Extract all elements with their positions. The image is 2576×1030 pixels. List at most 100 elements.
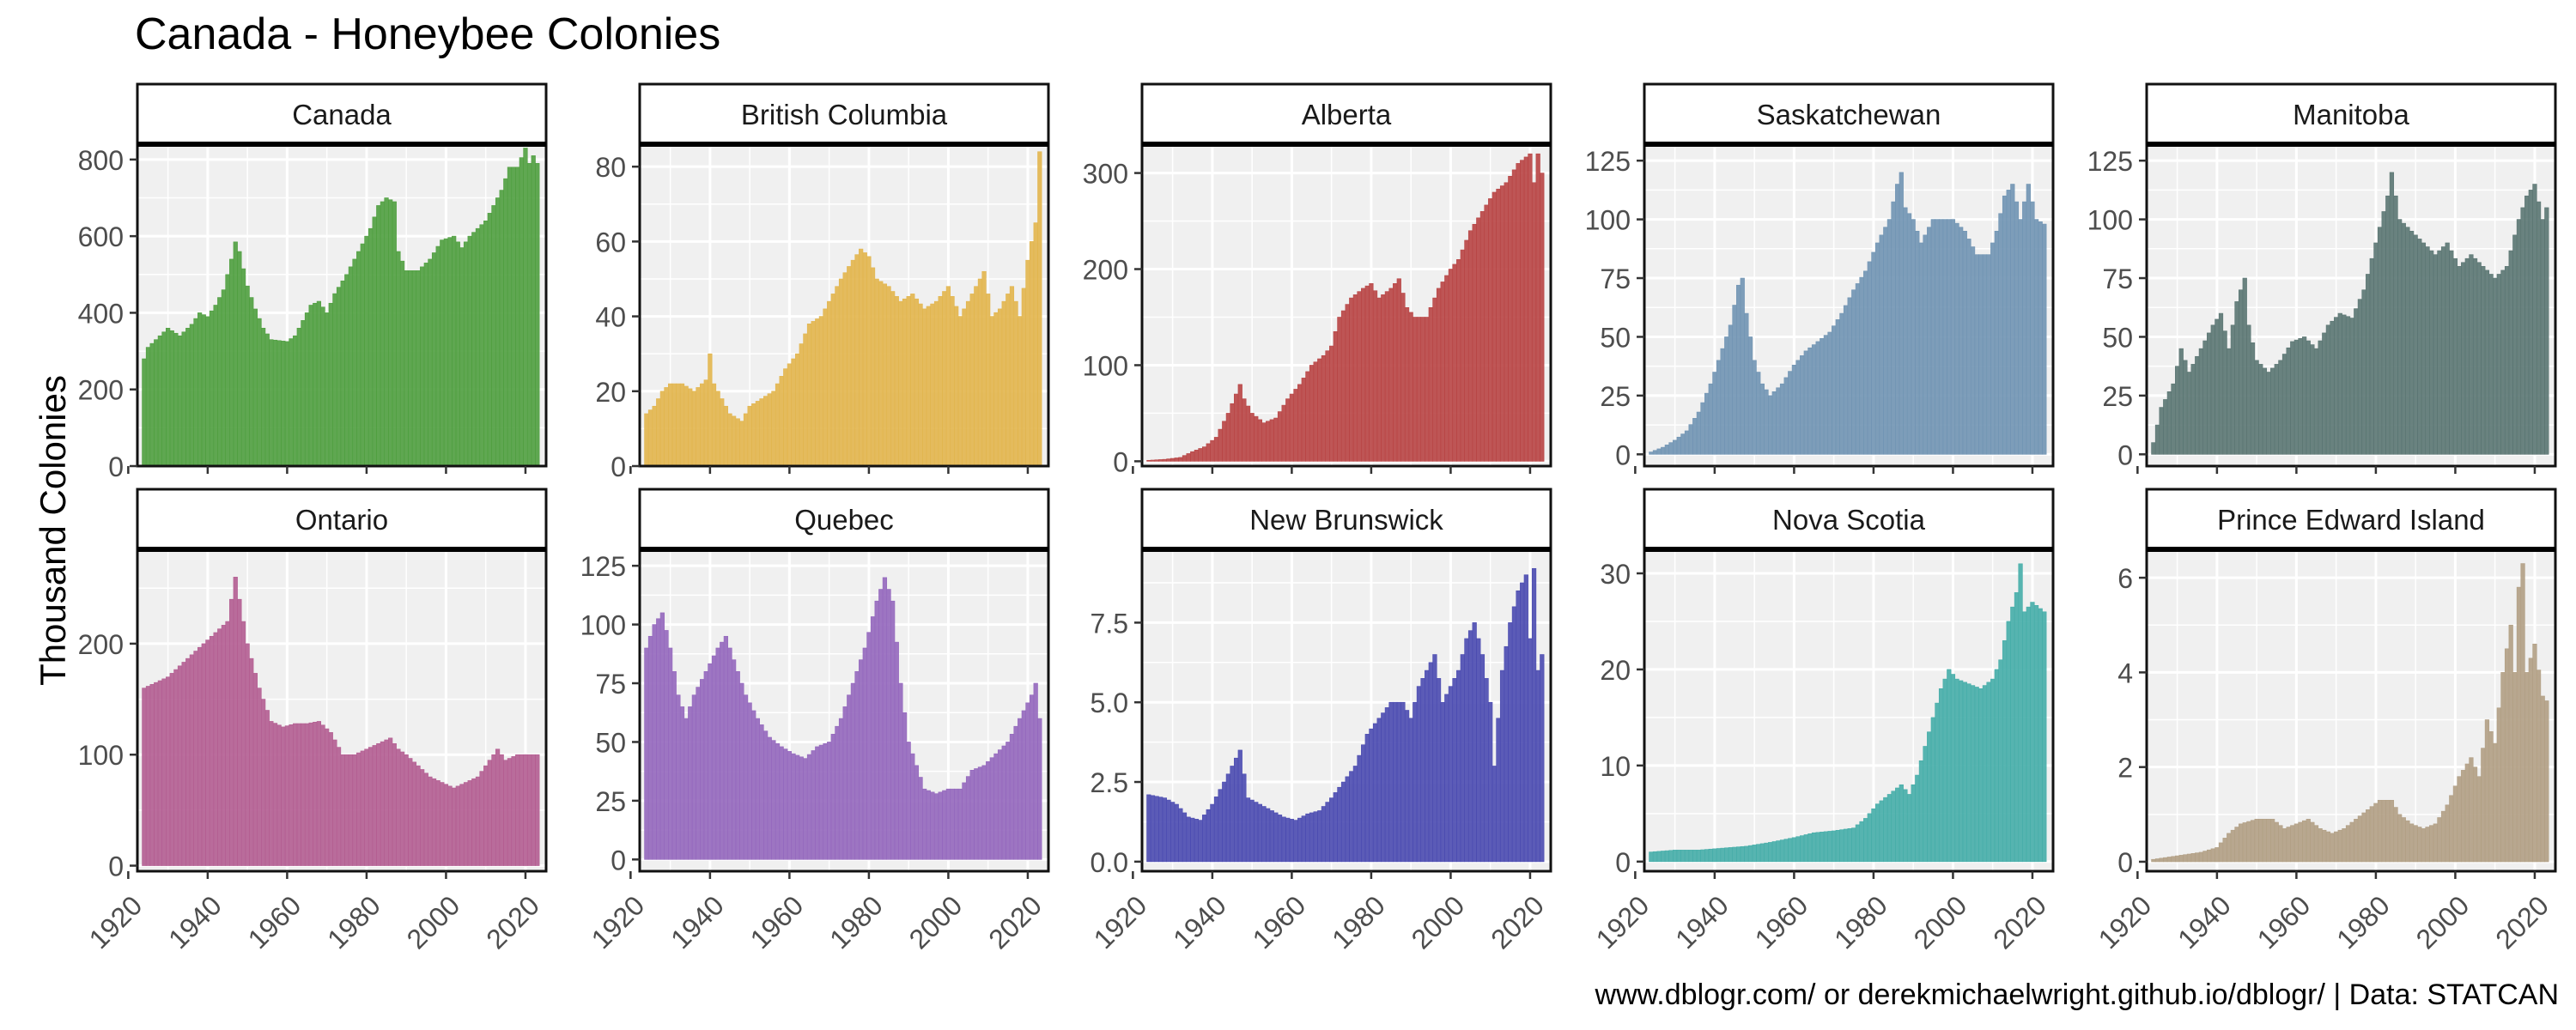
bar-quebec-1934 [683,718,689,860]
bar-ontario-1991 [408,758,413,866]
bar-quebec-2021 [1029,694,1035,860]
bar-nova-scotia-1996 [1935,702,1940,863]
bar-nova-scotia-1930 [1673,850,1678,863]
bar-saskatchewan-1964 [1807,347,1813,455]
y-tick-label: 25 [595,786,626,817]
bar-saskatchewan-1977 [1859,276,1864,455]
bar-canada-1957 [272,339,278,467]
bar-nova-scotia-1928 [1664,850,1669,863]
bar-new-brunswick-2019 [1523,574,1528,863]
bar-prince-edward-island-1974 [2349,821,2354,863]
bar-canada-1937 [193,318,198,467]
x-tick-label: 2020 [480,890,545,955]
bar-saskatchewan-1972 [1839,312,1844,455]
bar-prince-edward-island-1962 [2302,820,2307,863]
bar-saskatchewan-1981 [1874,242,1880,455]
bar-quebec-1991 [910,753,915,860]
bar-nova-scotia-1953 [1764,842,1769,863]
bar-british-columbia-1959 [783,368,788,467]
bar-manitoba-1959 [2290,341,2295,455]
bar-alberta-1993 [1420,317,1425,462]
bar-quebec-1947 [735,671,740,860]
bar-ontario-2021 [526,754,532,866]
bar-prince-edward-island-2010 [2493,742,2498,863]
bar-saskatchewan-1978 [1863,270,1868,455]
bar-ontario-1997 [431,778,437,866]
bar-saskatchewan-1945 [1732,305,1737,455]
bar-new-brunswick-1929 [1166,799,1171,863]
bar-prince-edward-island-1976 [2357,815,2363,863]
bar-new-brunswick-1994 [1425,670,1430,863]
y-tick-label: 200 [1083,255,1128,286]
bar-ontario-1955 [264,710,270,866]
bar-prince-edward-island-1955 [2274,821,2279,863]
bar-nova-scotia-2017 [2018,563,2023,863]
bar-new-brunswick-1989 [1404,710,1410,863]
bar-manitoba-1985 [2393,195,2398,455]
bar-quebec-2004 [962,782,967,860]
bar-ontario-1936 [189,654,194,866]
bar-ontario-2009 [479,771,484,866]
bar-canada-1991 [408,270,413,467]
strip-label-ontario: Ontario [295,504,388,536]
bar-prince-edward-island-1953 [2266,819,2271,863]
x-tick-label: 2000 [401,890,466,955]
bar-saskatchewan-1969 [1827,331,1832,455]
bar-manitoba-2001 [2457,266,2462,455]
bar-manitoba-1963 [2306,340,2311,455]
bar-manitoba-2022 [2540,219,2545,455]
bar-ontario-2005 [463,782,469,866]
bar-prince-edward-island-2022 [2540,695,2545,863]
bar-manitoba-2000 [2452,258,2458,455]
bar-manitoba-1966 [2318,340,2323,455]
panel-quebec: Quebec 0 25 50 75 100 125 1920 1940 1960 1980 2000 2… [580,488,1050,954]
bar-alberta-1955 [1269,419,1274,462]
bar-new-brunswick-1957 [1277,815,1283,863]
y-tick-label: 20 [1600,655,1631,686]
bar-manitoba-1946 [2239,289,2244,455]
bar-manitoba-1978 [2366,274,2371,455]
bar-canada-1983 [376,205,381,467]
bar-prince-edward-island-2020 [2532,643,2537,863]
bar-canada-1990 [404,270,409,467]
bar-manitoba-1961 [2298,337,2303,455]
bar-prince-edward-island-1998 [2445,804,2450,863]
bar-quebec-1985 [886,589,891,860]
bar-new-brunswick-1956 [1273,812,1279,863]
bar-canada-1934 [181,331,186,467]
bar-nova-scotia-1926 [1656,851,1662,863]
bar-canada-1993 [416,270,421,467]
bar-alberta-1985 [1388,288,1394,462]
bar-alberta-1947 [1237,384,1242,462]
bar-nova-scotia-1927 [1661,851,1666,863]
bar-canada-2020 [523,148,528,467]
bar-alberta-1972 [1337,317,1342,462]
bar-alberta-1951 [1254,415,1259,462]
bar-quebec-1968 [818,744,824,860]
bar-canada-1981 [368,227,374,467]
bar-manitoba-1930 [2175,366,2180,455]
bar-new-brunswick-1979 [1364,734,1370,863]
bar-canada-1969 [320,306,325,467]
bar-manitoba-1940 [2215,318,2220,455]
bar-new-brunswick-1937 [1198,820,1203,863]
bar-quebec-1987 [894,641,899,860]
bar-quebec-1925 [647,635,653,860]
bar-quebec-1939 [703,671,708,860]
bar-quebec-2007 [974,768,979,860]
bar-quebec-1935 [688,706,693,860]
bar-british-columbia-1971 [830,294,835,467]
y-tick-label: 2 [2117,753,2133,784]
bar-ontario-1966 [308,722,313,866]
bar-british-columbia-1977 [854,254,860,467]
bar-canada-1978 [356,251,361,467]
bar-prince-edward-island-1995 [2433,823,2438,863]
bar-british-columbia-1990 [906,296,911,467]
bar-saskatchewan-1924 [1649,451,1654,455]
bar-ontario-1973 [336,747,342,866]
bar-manitoba-1928 [2166,391,2172,455]
bar-nova-scotia-1991 [1915,774,1920,863]
bar-manitoba-1929 [2171,383,2176,455]
bar-new-brunswick-1925 [1150,795,1156,863]
bar-new-brunswick-1958 [1281,816,1286,863]
